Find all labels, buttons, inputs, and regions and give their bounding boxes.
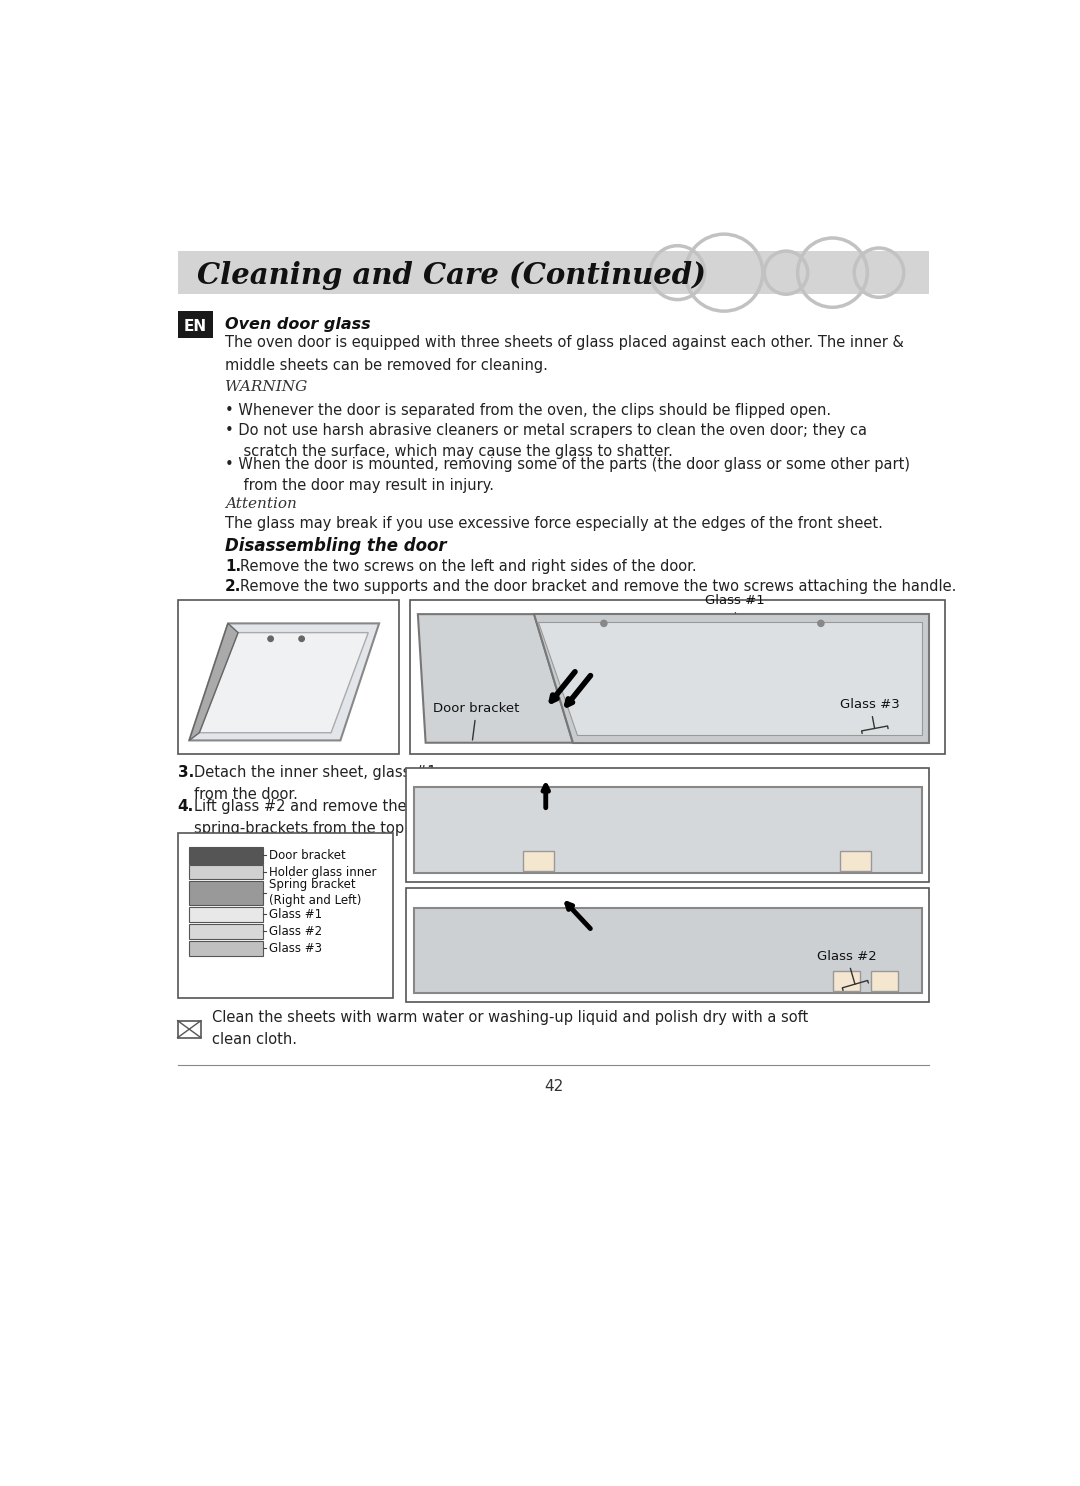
Polygon shape: [189, 624, 379, 740]
Text: Glass #2: Glass #2: [816, 950, 877, 990]
Text: Glass #1: Glass #1: [704, 594, 765, 612]
Bar: [523, 851, 554, 871]
Bar: [189, 865, 262, 880]
Text: Cleaning and Care (Continued): Cleaning and Care (Continued): [197, 262, 706, 290]
Polygon shape: [189, 624, 238, 740]
Text: Attention: Attention: [225, 498, 297, 511]
Text: Remove the two supports and the door bracket and remove the two screws attaching: Remove the two supports and the door bra…: [241, 578, 957, 594]
Text: Glass #2: Glass #2: [269, 924, 322, 938]
Bar: [840, 851, 872, 871]
Text: • Do not use harsh abrasive cleaners or metal scrapers to clean the oven door; t: • Do not use harsh abrasive cleaners or …: [225, 424, 867, 459]
Bar: [872, 972, 899, 991]
Text: Glass #3: Glass #3: [840, 698, 900, 734]
Polygon shape: [200, 633, 368, 733]
Text: 42: 42: [544, 1079, 563, 1094]
Bar: [177, 1021, 201, 1037]
Text: Detach the inner sheet, glass #1,
from the door.: Detach the inner sheet, glass #1, from t…: [194, 765, 441, 802]
Polygon shape: [535, 614, 930, 743]
Text: Disassembling the door: Disassembling the door: [225, 536, 446, 556]
Text: WARNING: WARNING: [225, 380, 307, 394]
Text: Clean the sheets with warm water or washing-up liquid and polish dry with a soft: Clean the sheets with warm water or wash…: [213, 1010, 809, 1048]
Text: Spring bracket
(Right and Left): Spring bracket (Right and Left): [269, 878, 362, 908]
Circle shape: [268, 636, 273, 642]
Text: Lift glass #2 and remove the two
spring-brackets from the top of the sheet.: Lift glass #2 and remove the two spring-…: [194, 799, 501, 837]
Bar: [189, 941, 262, 955]
Bar: [406, 889, 930, 1002]
Bar: [177, 600, 399, 755]
Text: Door bracket: Door bracket: [433, 701, 519, 740]
Text: • Whenever the door is separated from the oven, the clips should be flipped open: • Whenever the door is separated from th…: [225, 403, 831, 418]
Bar: [189, 847, 262, 863]
Bar: [177, 832, 393, 999]
Circle shape: [600, 620, 607, 627]
Circle shape: [818, 620, 824, 627]
Bar: [189, 906, 262, 923]
Bar: [189, 881, 262, 905]
Polygon shape: [538, 621, 921, 736]
Text: EN: EN: [184, 318, 207, 334]
Bar: [189, 924, 262, 939]
Text: Door bracket: Door bracket: [269, 849, 346, 862]
Text: 3.: 3.: [177, 765, 194, 780]
Text: Remove the two screws on the left and right sides of the door.: Remove the two screws on the left and ri…: [241, 559, 697, 574]
Text: 4.: 4.: [177, 799, 194, 814]
Bar: [177, 311, 213, 339]
Text: Holder glass inner: Holder glass inner: [269, 865, 377, 878]
Polygon shape: [414, 908, 921, 993]
Bar: [177, 251, 930, 294]
Bar: [410, 600, 945, 755]
Bar: [406, 768, 930, 883]
Text: 1.: 1.: [225, 559, 241, 574]
Circle shape: [299, 636, 305, 642]
Text: The oven door is equipped with three sheets of glass placed against each other. : The oven door is equipped with three she…: [225, 336, 904, 373]
Text: Glass #1: Glass #1: [269, 908, 322, 921]
Text: Oven door glass: Oven door glass: [225, 317, 370, 331]
Polygon shape: [418, 614, 572, 743]
Text: The glass may break if you use excessive force especially at the edges of the fr: The glass may break if you use excessive…: [225, 516, 882, 531]
Text: Glass #3: Glass #3: [269, 942, 322, 955]
Polygon shape: [414, 788, 921, 872]
Text: 2.: 2.: [225, 578, 241, 594]
Text: • When the door is mounted, removing some of the parts (the door glass or some o: • When the door is mounted, removing som…: [225, 458, 909, 493]
Bar: [833, 972, 860, 991]
